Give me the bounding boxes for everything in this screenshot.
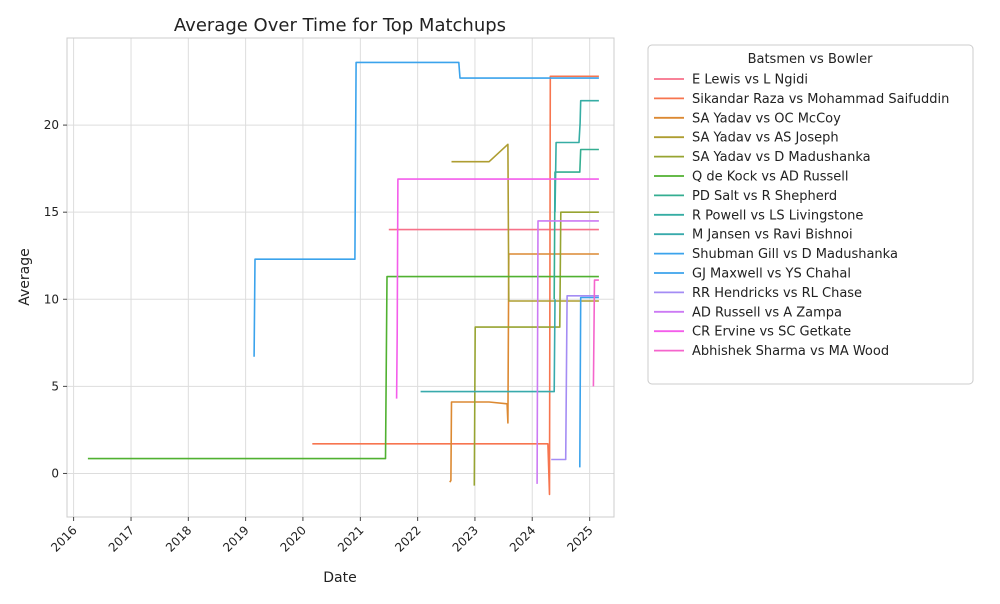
legend-box [647, 44, 974, 385]
series-line-2 [312, 75, 599, 496]
legend-label-7: PD Salt vs R Shepherd [692, 189, 837, 204]
y-tick-label: 5 [51, 379, 59, 393]
series-line-4 [451, 143, 599, 302]
legend-label-2: Sikandar Raza vs Mohammad Saifuddin [692, 92, 949, 107]
y-axis-title: Average [17, 248, 33, 306]
series-line-15 [592, 279, 599, 387]
series-line-10 [578, 296, 599, 468]
series-line-6 [87, 275, 599, 460]
series-line-12 [551, 294, 599, 461]
y-tick-label: 10 [44, 292, 59, 306]
legend-label-14: CR Ervine vs SC Getkate [692, 325, 851, 340]
series-line-13 [536, 220, 599, 484]
legend-title: Batsmen vs Bowler [748, 52, 874, 67]
legend: Batsmen vs Bowler E Lewis vs L Ngidi Sika… [647, 44, 974, 385]
y-tick-label: 20 [44, 118, 59, 132]
x-axis-title: Date [323, 570, 356, 586]
legend-label-6: Q de Kock vs AD Russell [692, 170, 848, 185]
series-lines [87, 61, 599, 496]
legend-label-15: Abhishek Sharma vs MA Wood [692, 344, 889, 359]
legend-label-4: SA Yadav vs AS Joseph [692, 131, 839, 146]
series-line-14 [395, 178, 599, 399]
legend-label-13: AD Russell vs A Zampa [692, 305, 842, 320]
series-line-8 [554, 99, 599, 213]
plot-area-border [66, 37, 615, 518]
y-tick-label: 0 [51, 466, 59, 480]
chart-title: Average Over Time for Top Matchups [174, 15, 506, 36]
gridlines [67, 38, 614, 517]
legend-label-11: GJ Maxwell vs YS Chahal [692, 267, 851, 282]
legend-label-3: SA Yadav vs OC McCoy [692, 111, 841, 126]
series-line-11 [253, 61, 599, 357]
legend-label-5: SA Yadav vs D Madushanka [692, 150, 871, 165]
legend-items: E Lewis vs L Ngidi Sikandar Raza vs Moham… [654, 73, 949, 359]
legend-label-12: RR Hendricks vs RL Chase [692, 286, 862, 301]
legend-label-10: Shubman Gill vs D Madushanka [692, 247, 898, 262]
y-tick-label: 15 [44, 205, 59, 219]
legend-label-8: R Powell vs LS Livingstone [692, 208, 863, 223]
legend-label-1: E Lewis vs L Ngidi [692, 73, 808, 88]
series-line-5 [473, 211, 599, 486]
legend-label-9: M Jansen vs Ravi Bishnoi [692, 228, 853, 243]
series-line-9 [420, 299, 556, 393]
series-line-7 [553, 148, 599, 300]
